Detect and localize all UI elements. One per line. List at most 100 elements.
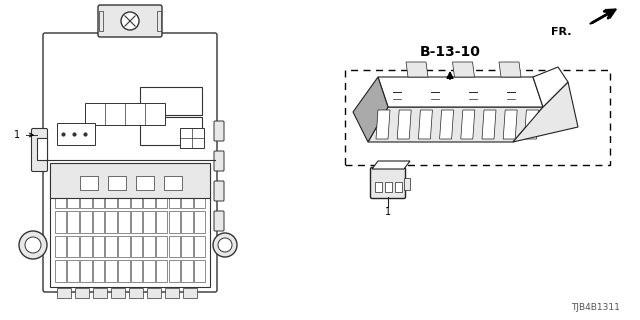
Bar [108,176,126,190]
Bar [157,11,161,31]
Polygon shape [524,110,538,139]
Bar [131,236,142,257]
FancyBboxPatch shape [214,181,224,201]
Text: B-13-10: B-13-10 [420,45,481,59]
Polygon shape [368,107,543,142]
Bar [131,187,142,208]
Bar [105,260,117,282]
Text: FR.: FR. [552,27,572,37]
Bar [168,187,180,208]
Bar [181,187,193,208]
Bar [93,236,104,257]
Bar [118,236,129,257]
Bar [140,87,202,115]
Bar [85,103,165,125]
Text: TJB4B1311: TJB4B1311 [571,303,620,312]
Bar [80,211,92,233]
Bar [180,128,204,148]
Circle shape [213,233,237,257]
FancyBboxPatch shape [214,151,224,171]
Bar [67,187,79,208]
Bar [67,260,79,282]
Bar [143,260,155,282]
Bar [131,260,142,282]
Bar [80,260,92,282]
Circle shape [25,237,41,253]
Bar [165,288,179,298]
Polygon shape [513,82,578,142]
Bar [164,176,182,190]
Bar [75,288,89,298]
Bar [181,236,193,257]
Bar [54,260,66,282]
Bar [54,187,66,208]
Bar [57,123,95,145]
Polygon shape [378,77,543,107]
Bar [143,211,155,233]
Bar [140,117,202,145]
Bar [156,236,168,257]
Polygon shape [419,110,433,139]
Bar [183,288,197,298]
Polygon shape [440,110,454,139]
Bar [385,182,392,192]
Bar [67,211,79,233]
Polygon shape [376,110,390,139]
Polygon shape [503,110,517,139]
Bar [194,187,205,208]
Bar [168,211,180,233]
Bar [168,236,180,257]
Bar [131,211,142,233]
Bar [375,182,382,192]
Bar [156,260,168,282]
Bar [147,288,161,298]
Bar [181,211,193,233]
Bar [156,211,168,233]
Bar [80,236,92,257]
Bar [181,260,193,282]
Bar [136,176,154,190]
FancyBboxPatch shape [371,167,406,198]
Polygon shape [533,67,568,107]
Circle shape [121,12,139,30]
Bar [168,260,180,282]
FancyBboxPatch shape [43,33,217,292]
Bar [93,288,107,298]
Bar [143,236,155,257]
Bar [404,178,410,190]
Bar [57,288,71,298]
Bar [54,211,66,233]
Bar [118,260,129,282]
Bar [67,236,79,257]
Bar [111,288,125,298]
Bar [93,211,104,233]
Bar [105,236,117,257]
Polygon shape [499,62,521,77]
Bar [118,211,129,233]
Bar [345,70,610,165]
Polygon shape [353,77,388,142]
Bar [54,236,66,257]
Bar [105,211,117,233]
Text: 1: 1 [385,207,391,217]
Bar [194,211,205,233]
Bar [194,236,205,257]
Polygon shape [452,62,474,77]
Bar [93,260,104,282]
Bar [129,288,143,298]
Bar [194,260,205,282]
Bar [50,163,210,198]
FancyBboxPatch shape [214,121,224,141]
Bar [99,11,103,31]
Bar [118,187,129,208]
Bar [93,187,104,208]
Polygon shape [482,110,496,139]
FancyBboxPatch shape [214,211,224,231]
Bar [80,187,92,208]
Bar [50,167,210,287]
FancyBboxPatch shape [31,129,47,172]
Polygon shape [406,62,428,77]
Bar [37,138,47,160]
Bar [80,176,98,190]
Bar [143,187,155,208]
